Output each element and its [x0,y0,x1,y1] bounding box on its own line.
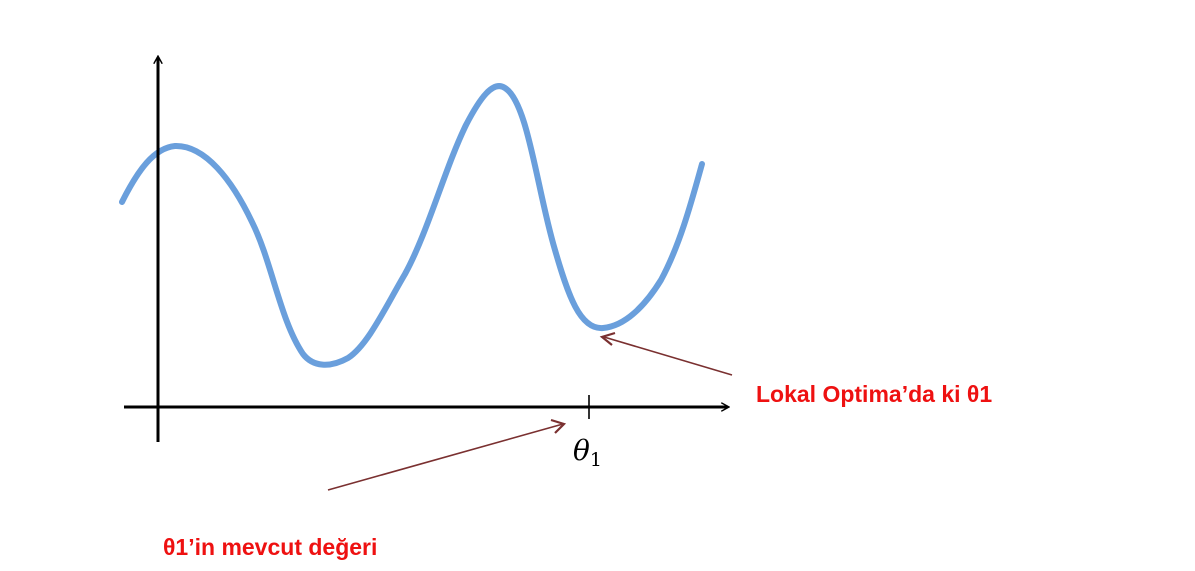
current-value-arrow-head [550,418,567,434]
local-optimum-arrow-head [599,331,616,346]
theta-symbol: θ [573,434,590,467]
local-optimum-annotation: Lokal Optima’da ki θ1 [756,381,992,407]
current-value-annotation: θ1’in mevcut değeri [163,534,377,560]
theta1-tick-label: θ1 [573,434,602,471]
theta-subscript: 1 [590,449,602,471]
local-optimum-arrow-line [603,336,733,376]
cost-curve [119,83,705,368]
current-value-arrow-line [327,423,564,491]
